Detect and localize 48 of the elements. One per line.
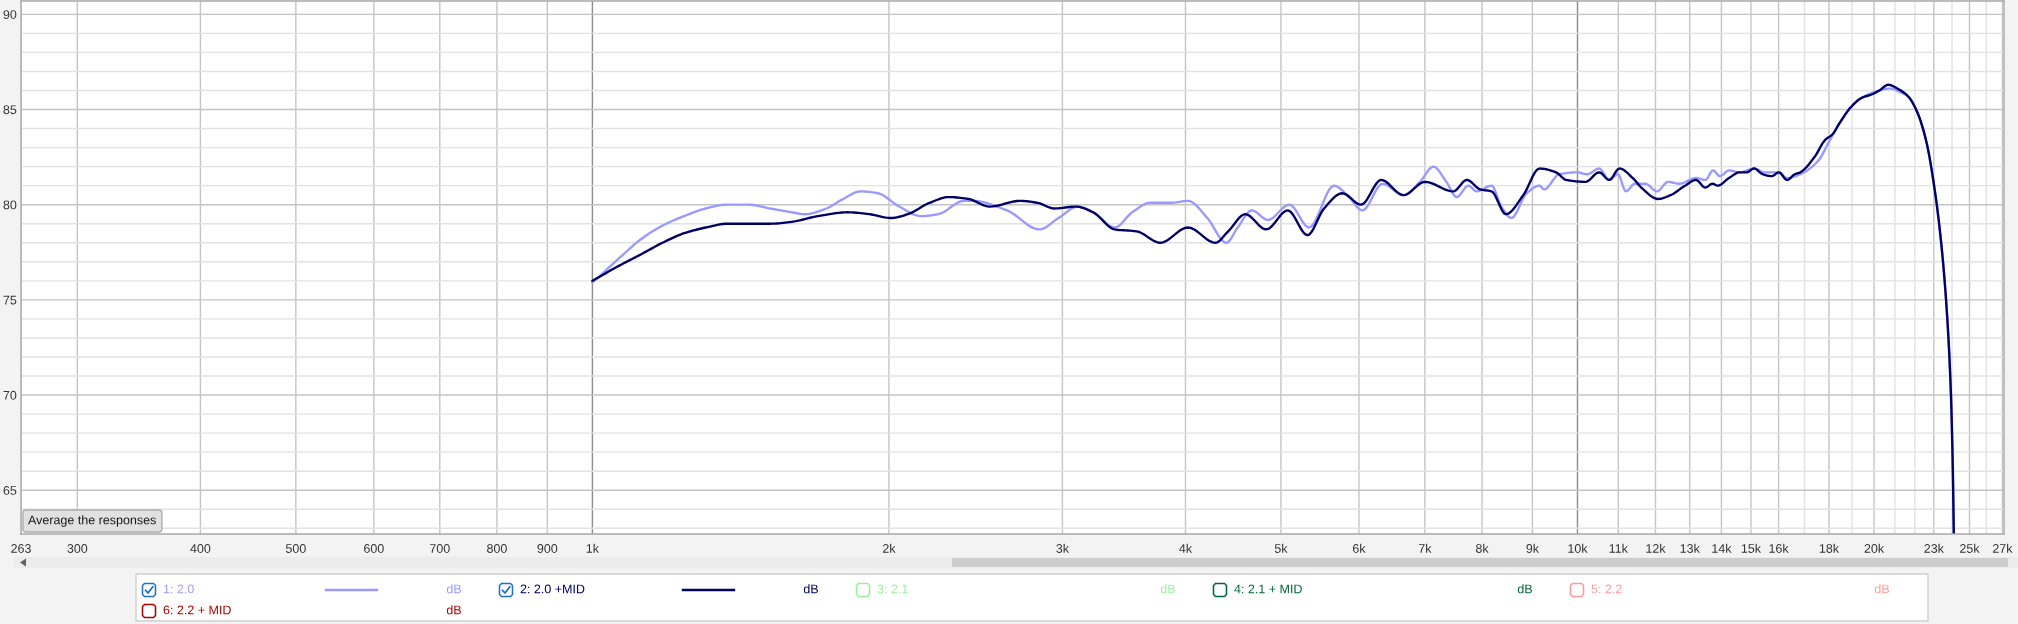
x-tick-label: 800: [487, 544, 507, 553]
text: dB: [803, 584, 818, 594]
x-tick-label: 300: [67, 544, 88, 553]
x-tick-label: 5k: [1274, 543, 1288, 553]
x-tick-label: 400: [190, 544, 211, 553]
x-tick-label: 27k: [1992, 543, 2013, 553]
x-tick-label: 9k: [1526, 543, 1540, 553]
y-tick-label: 65: [3, 486, 17, 495]
text: dB: [446, 605, 461, 615]
legend-label: 6: 2.2 + MID: [163, 605, 231, 615]
x-tick-label: 8k: [1475, 543, 1489, 553]
x-tick-label: 700: [430, 544, 450, 553]
x-tick-label: 10k: [1568, 543, 1588, 553]
y-tick-label: 70: [3, 390, 17, 400]
legend-label: 5: 2.2: [1591, 584, 1622, 594]
annotation: Average the responses: [28, 515, 156, 527]
x-tick-label: 6k: [1352, 543, 1366, 553]
x-tick-label: 7k: [1418, 543, 1432, 553]
x-tick-label: 25k: [1960, 543, 1980, 553]
text: 1: 2.0: [163, 584, 194, 594]
x-tick-label: 13k: [1680, 543, 1700, 553]
text: dB: [1517, 584, 1532, 594]
x-tick-label: 18k: [1819, 543, 1840, 553]
x-tick-label: 23k: [1924, 543, 1944, 553]
y-tick-label: 85: [3, 105, 17, 115]
y-tick-label: 90: [3, 10, 17, 19]
y-tick-label: 80: [3, 200, 17, 210]
x-tick-label: 16k: [1769, 543, 1789, 553]
legend-label: 4: 2.1 + MID: [1234, 584, 1302, 594]
x-tick-label: 14k: [1712, 543, 1732, 553]
legend-label: 3: 2.1: [877, 584, 908, 594]
y-tick-label: 75: [3, 295, 17, 305]
x-tick-label: 1k: [586, 543, 600, 553]
text: dB: [1874, 584, 1889, 594]
x-tick-label: 12k: [1646, 543, 1666, 553]
text: dB: [446, 584, 461, 594]
x-tick-label: 500: [285, 544, 306, 553]
x-tick-label: 20k: [1864, 543, 1885, 553]
x-tick-label: 11k: [1609, 543, 1628, 553]
text: dB: [1160, 584, 1175, 594]
x-tick-label: 600: [364, 544, 384, 553]
x-tick-label: 2k: [882, 543, 896, 553]
x-tick-label: 3k: [1056, 543, 1070, 553]
x-tick-label: 263: [11, 544, 31, 553]
text: 2: 2.0 +MID: [520, 584, 585, 594]
x-tick-label: 4k: [1179, 543, 1193, 553]
x-tick-label: 15k: [1741, 543, 1762, 553]
x-tick-label: 900: [537, 544, 558, 553]
